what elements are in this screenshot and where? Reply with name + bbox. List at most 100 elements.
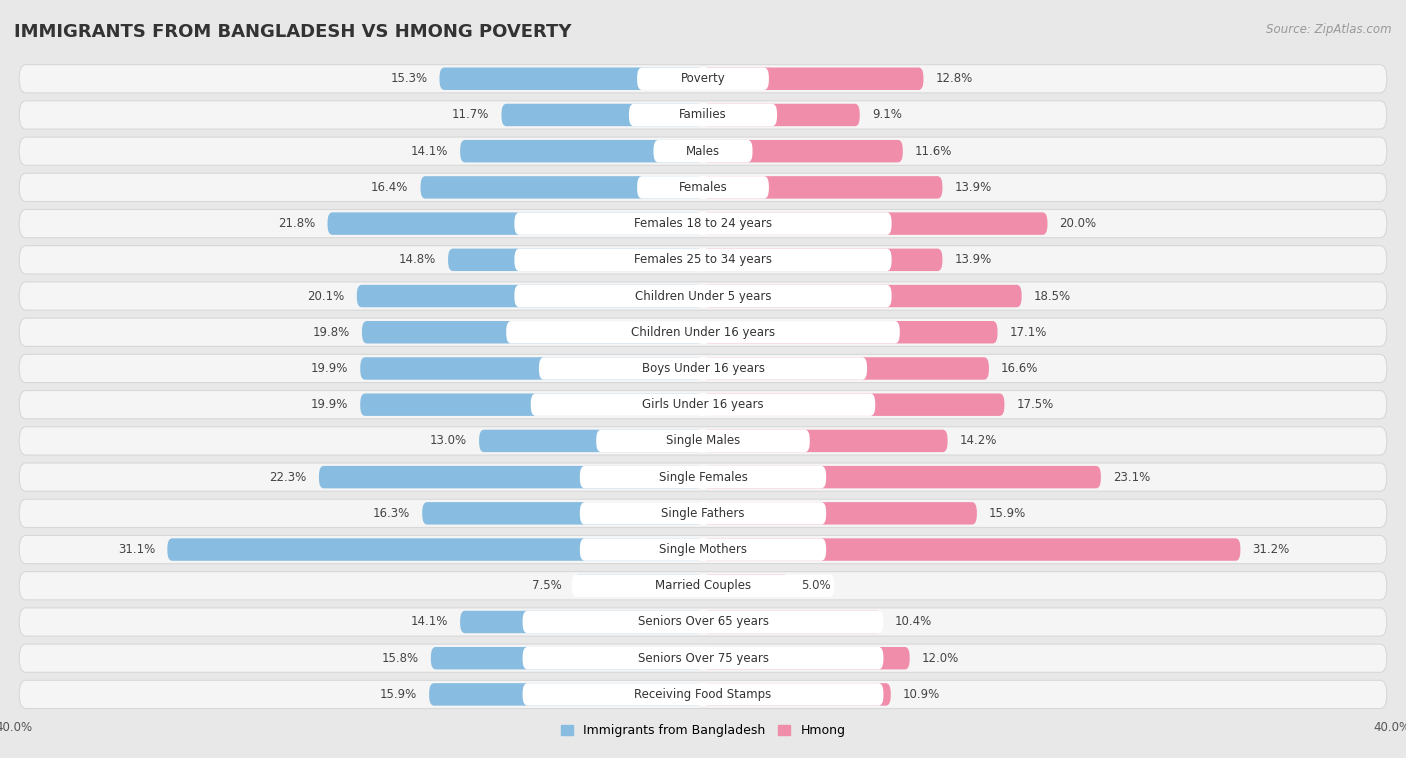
Text: 16.3%: 16.3% [373,507,411,520]
Text: 5.0%: 5.0% [801,579,831,592]
FancyBboxPatch shape [20,174,1386,202]
Text: 10.4%: 10.4% [894,615,931,628]
FancyBboxPatch shape [515,249,891,271]
FancyBboxPatch shape [20,137,1386,165]
FancyBboxPatch shape [703,538,1240,561]
FancyBboxPatch shape [479,430,703,452]
FancyBboxPatch shape [531,393,875,416]
Text: 22.3%: 22.3% [270,471,307,484]
FancyBboxPatch shape [420,176,703,199]
FancyBboxPatch shape [703,502,977,525]
FancyBboxPatch shape [703,393,1004,416]
FancyBboxPatch shape [20,535,1386,564]
Text: 23.1%: 23.1% [1114,471,1150,484]
FancyBboxPatch shape [20,318,1386,346]
Text: 17.1%: 17.1% [1010,326,1047,339]
FancyBboxPatch shape [20,246,1386,274]
Legend: Immigrants from Bangladesh, Hmong: Immigrants from Bangladesh, Hmong [555,719,851,742]
FancyBboxPatch shape [20,427,1386,455]
Text: Females 18 to 24 years: Females 18 to 24 years [634,217,772,230]
Text: 19.9%: 19.9% [311,362,349,375]
Text: Source: ZipAtlas.com: Source: ZipAtlas.com [1267,23,1392,36]
Text: Females: Females [679,181,727,194]
Text: Girls Under 16 years: Girls Under 16 years [643,398,763,411]
Text: Poverty: Poverty [681,72,725,85]
FancyBboxPatch shape [20,572,1386,600]
Text: 19.8%: 19.8% [312,326,350,339]
Text: 11.7%: 11.7% [453,108,489,121]
FancyBboxPatch shape [440,67,703,90]
FancyBboxPatch shape [361,321,703,343]
FancyBboxPatch shape [523,611,883,633]
FancyBboxPatch shape [596,430,810,452]
Text: 21.8%: 21.8% [278,217,315,230]
FancyBboxPatch shape [319,466,703,488]
FancyBboxPatch shape [703,357,988,380]
FancyBboxPatch shape [703,212,1047,235]
FancyBboxPatch shape [579,502,827,525]
Text: 9.1%: 9.1% [872,108,901,121]
Text: 12.0%: 12.0% [922,652,959,665]
Text: Females 25 to 34 years: Females 25 to 34 years [634,253,772,266]
Text: 15.9%: 15.9% [988,507,1026,520]
FancyBboxPatch shape [579,538,827,561]
FancyBboxPatch shape [360,357,703,380]
FancyBboxPatch shape [637,176,769,199]
Text: Children Under 16 years: Children Under 16 years [631,326,775,339]
FancyBboxPatch shape [637,67,769,90]
FancyBboxPatch shape [20,644,1386,672]
Text: 12.8%: 12.8% [935,72,973,85]
Text: 16.4%: 16.4% [371,181,409,194]
FancyBboxPatch shape [328,212,703,235]
FancyBboxPatch shape [703,249,942,271]
FancyBboxPatch shape [449,249,703,271]
FancyBboxPatch shape [360,393,703,416]
Text: Children Under 5 years: Children Under 5 years [634,290,772,302]
FancyBboxPatch shape [515,212,891,235]
Text: Single Fathers: Single Fathers [661,507,745,520]
Text: Single Males: Single Males [666,434,740,447]
Text: 16.6%: 16.6% [1001,362,1039,375]
Text: 15.3%: 15.3% [391,72,427,85]
Text: Married Couples: Married Couples [655,579,751,592]
Text: Receiving Food Stamps: Receiving Food Stamps [634,688,772,701]
FancyBboxPatch shape [460,611,703,633]
FancyBboxPatch shape [20,282,1386,310]
FancyBboxPatch shape [506,321,900,343]
Text: IMMIGRANTS FROM BANGLADESH VS HMONG POVERTY: IMMIGRANTS FROM BANGLADESH VS HMONG POVE… [14,23,572,41]
FancyBboxPatch shape [460,140,703,162]
Text: 31.2%: 31.2% [1253,543,1289,556]
Text: 13.9%: 13.9% [955,253,991,266]
Text: Families: Families [679,108,727,121]
FancyBboxPatch shape [502,104,703,126]
FancyBboxPatch shape [20,680,1386,709]
Text: Single Females: Single Females [658,471,748,484]
FancyBboxPatch shape [538,357,868,380]
FancyBboxPatch shape [20,463,1386,491]
Text: Males: Males [686,145,720,158]
Text: 15.9%: 15.9% [380,688,418,701]
FancyBboxPatch shape [430,647,703,669]
FancyBboxPatch shape [703,430,948,452]
FancyBboxPatch shape [703,176,942,199]
Text: 18.5%: 18.5% [1033,290,1071,302]
FancyBboxPatch shape [572,575,834,597]
Text: Single Mothers: Single Mothers [659,543,747,556]
FancyBboxPatch shape [20,209,1386,238]
Text: 10.9%: 10.9% [903,688,941,701]
FancyBboxPatch shape [703,321,997,343]
FancyBboxPatch shape [429,683,703,706]
FancyBboxPatch shape [20,354,1386,383]
FancyBboxPatch shape [579,466,827,488]
FancyBboxPatch shape [654,140,752,162]
FancyBboxPatch shape [703,611,882,633]
Text: 14.1%: 14.1% [411,145,449,158]
FancyBboxPatch shape [167,538,703,561]
FancyBboxPatch shape [628,104,778,126]
Text: 20.0%: 20.0% [1060,217,1097,230]
Text: 20.1%: 20.1% [308,290,344,302]
Text: Boys Under 16 years: Boys Under 16 years [641,362,765,375]
FancyBboxPatch shape [523,683,883,706]
Text: 13.0%: 13.0% [430,434,467,447]
FancyBboxPatch shape [703,67,924,90]
